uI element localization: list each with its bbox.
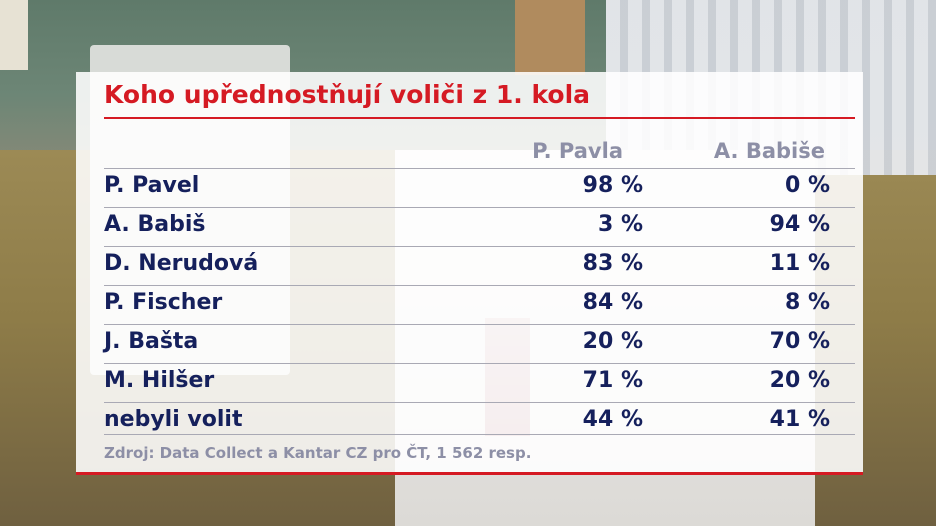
cell-pavel-value: 84 % bbox=[582, 290, 643, 315]
column-header-babis: A. Babiše bbox=[713, 139, 825, 163]
table-row: P. Fischer 84 % 8 % bbox=[104, 285, 855, 324]
column-header-pavel: P. Pavla bbox=[532, 139, 623, 163]
background-board bbox=[0, 0, 28, 70]
table-row: A. Babiš 3 % 94 % bbox=[104, 207, 855, 246]
cell-babis-value: 11 % bbox=[769, 251, 830, 276]
row-label: D. Nerudová bbox=[104, 251, 259, 276]
cell-babis-value: 41 % bbox=[769, 407, 830, 432]
row-label: P. Pavel bbox=[104, 173, 200, 198]
background-poster bbox=[515, 0, 585, 75]
table-row: nebyli volit 44 % 41 % bbox=[104, 402, 855, 441]
table-title: Koho upřednostňují voliči z 1. kola bbox=[104, 80, 591, 109]
cell-babis-value: 70 % bbox=[769, 329, 830, 354]
table-row: P. Pavel 98 % 0 % bbox=[104, 168, 855, 207]
cell-pavel-value: 83 % bbox=[582, 251, 643, 276]
cell-babis-value: 0 % bbox=[784, 173, 830, 198]
row-label: P. Fischer bbox=[104, 290, 223, 315]
cell-babis-value: 8 % bbox=[784, 290, 830, 315]
table-bottom-divider bbox=[104, 434, 855, 435]
row-label: J. Bašta bbox=[104, 329, 199, 354]
row-label: A. Babiš bbox=[104, 212, 206, 237]
source-note: Zdroj: Data Collect a Kantar CZ pro ČT, … bbox=[104, 444, 532, 462]
row-label: M. Hilšer bbox=[104, 368, 215, 393]
row-label: nebyli volit bbox=[104, 407, 243, 432]
cell-pavel-value: 44 % bbox=[582, 407, 643, 432]
table-body: P. Pavel 98 % 0 % A. Babiš 3 % 94 % D. Nerudov… bbox=[104, 168, 855, 441]
table-row: D. Nerudová 83 % 11 % bbox=[104, 246, 855, 285]
cell-babis-value: 94 % bbox=[769, 212, 830, 237]
table-row: J. Bašta 20 % 70 % bbox=[104, 324, 855, 363]
cell-pavel-value: 20 % bbox=[582, 329, 643, 354]
title-divider bbox=[104, 117, 855, 119]
table-row: M. Hilšer 71 % 20 % bbox=[104, 363, 855, 402]
cell-babis-value: 20 % bbox=[769, 368, 830, 393]
cell-pavel-value: 71 % bbox=[582, 368, 643, 393]
cell-pavel-value: 98 % bbox=[582, 173, 643, 198]
cell-pavel-value: 3 % bbox=[597, 212, 643, 237]
results-table-panel: Koho upřednostňují voliči z 1. kola P. P… bbox=[76, 72, 863, 475]
